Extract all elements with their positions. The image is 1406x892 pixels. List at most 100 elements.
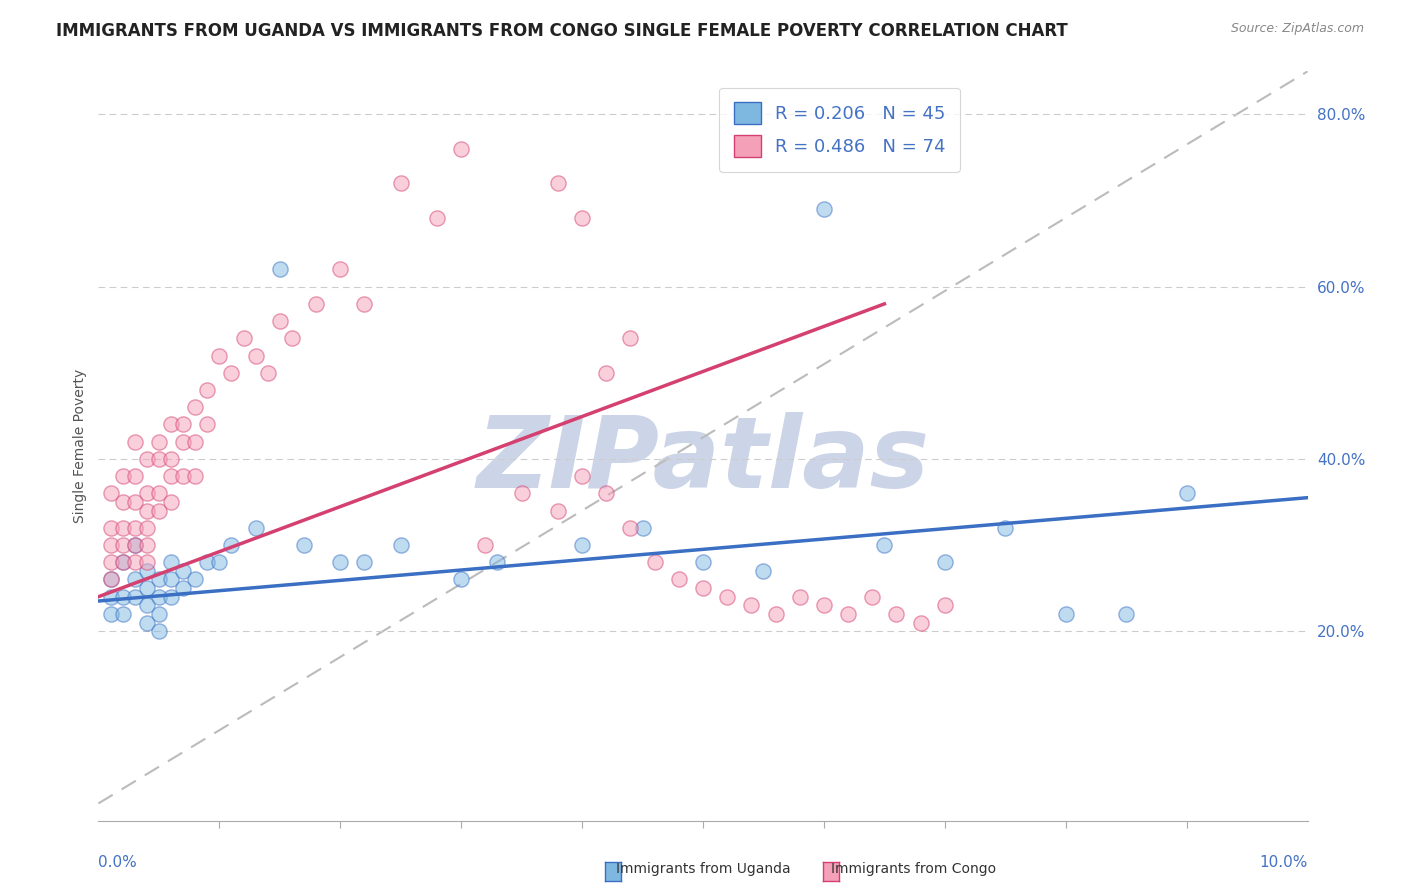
Point [765, 607, 787, 621]
Point [111, 521, 134, 535]
Point [148, 573, 170, 587]
Point [269, 314, 291, 328]
Point [195, 383, 218, 397]
Point [111, 555, 134, 569]
Point [135, 451, 157, 466]
Point [619, 331, 641, 345]
Point [148, 434, 170, 449]
Point [135, 538, 157, 552]
Point [160, 555, 183, 569]
Point [510, 486, 533, 500]
Point [111, 469, 134, 483]
Point [305, 297, 328, 311]
Point [631, 521, 654, 535]
Point [100, 521, 122, 535]
Point [873, 538, 896, 552]
Point [124, 495, 146, 509]
Point [195, 555, 218, 569]
Point [172, 417, 194, 432]
Point [160, 417, 183, 432]
Point [172, 564, 194, 578]
Point [135, 503, 157, 517]
Point [547, 177, 569, 191]
Point [789, 590, 811, 604]
Point [172, 434, 194, 449]
Point [232, 331, 254, 345]
Point [160, 590, 183, 604]
Point [692, 555, 714, 569]
Point [1115, 607, 1137, 621]
Point [934, 555, 956, 569]
Point [124, 434, 146, 449]
Legend: R = 0.206   N = 45, R = 0.486   N = 74: R = 0.206 N = 45, R = 0.486 N = 74 [718, 88, 960, 171]
Point [148, 590, 170, 604]
Point [886, 607, 908, 621]
Point [450, 573, 472, 587]
Point [256, 366, 278, 380]
Point [644, 555, 666, 569]
Point [221, 538, 243, 552]
Point [184, 401, 207, 415]
Point [124, 555, 146, 569]
Point [111, 555, 134, 569]
Point [426, 211, 449, 225]
Point [571, 211, 593, 225]
Point [1175, 486, 1198, 500]
Point [571, 538, 593, 552]
Point [100, 486, 122, 500]
Point [184, 469, 207, 483]
Point [111, 495, 134, 509]
Point [160, 451, 183, 466]
Point [692, 581, 714, 595]
Point [813, 202, 835, 216]
Point [353, 555, 375, 569]
Point [111, 538, 134, 552]
Point [716, 590, 738, 604]
Point [160, 495, 183, 509]
Point [135, 599, 157, 613]
Point [353, 297, 375, 311]
Point [111, 590, 134, 604]
Point [860, 590, 883, 604]
Point [752, 564, 775, 578]
Point [195, 417, 218, 432]
Point [148, 607, 170, 621]
Point [571, 469, 593, 483]
Point [100, 590, 122, 604]
Point [100, 573, 122, 587]
Point [124, 538, 146, 552]
Point [124, 469, 146, 483]
Point [389, 538, 412, 552]
Point [245, 521, 267, 535]
Point [474, 538, 496, 552]
Point [595, 366, 617, 380]
Text: Immigrants from Congo: Immigrants from Congo [831, 862, 997, 876]
Point [389, 177, 412, 191]
Point [124, 573, 146, 587]
Point [740, 599, 762, 613]
Text: IMMIGRANTS FROM UGANDA VS IMMIGRANTS FROM CONGO SINGLE FEMALE POVERTY CORRELATIO: IMMIGRANTS FROM UGANDA VS IMMIGRANTS FRO… [56, 22, 1069, 40]
Point [148, 624, 170, 639]
Point [135, 521, 157, 535]
Point [124, 590, 146, 604]
Text: 0.0%: 0.0% [98, 855, 138, 870]
Point [124, 521, 146, 535]
Point [135, 564, 157, 578]
Point [172, 469, 194, 483]
Point [124, 538, 146, 552]
Point [160, 469, 183, 483]
Point [148, 451, 170, 466]
Y-axis label: Single Female Poverty: Single Female Poverty [73, 369, 87, 523]
Text: Immigrants from Uganda: Immigrants from Uganda [616, 862, 790, 876]
Point [329, 262, 352, 277]
Point [994, 521, 1017, 535]
Point [486, 555, 509, 569]
Point [329, 555, 352, 569]
Point [100, 538, 122, 552]
Point [100, 573, 122, 587]
Point [619, 521, 641, 535]
Point [269, 262, 291, 277]
Point [135, 486, 157, 500]
Point [208, 555, 231, 569]
Point [160, 573, 183, 587]
